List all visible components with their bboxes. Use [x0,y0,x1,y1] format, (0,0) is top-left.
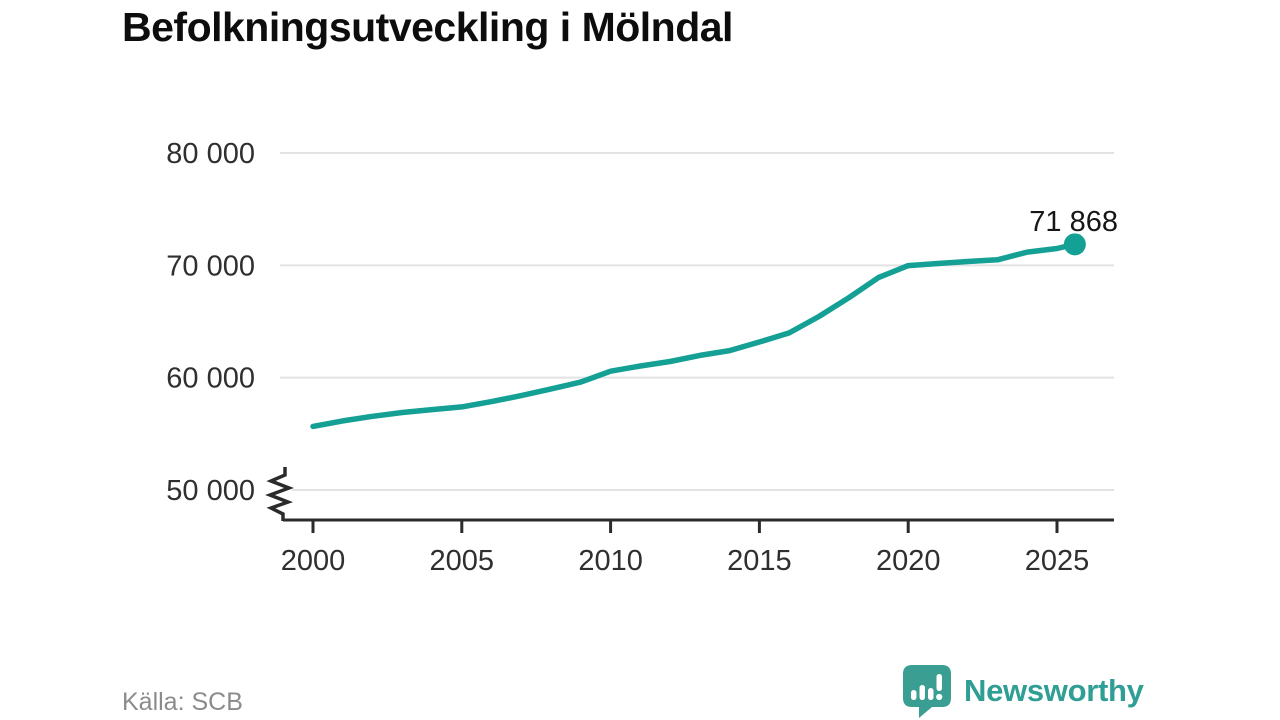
endpoint-label: 71 868 [1029,206,1118,238]
y-tick-label: 50 000 [166,475,255,507]
x-tick-label: 2005 [430,545,495,577]
x-tick-label: 2010 [578,545,643,577]
y-tick-label: 80 000 [166,138,255,170]
x-tick-label: 2000 [281,545,346,577]
endpoint-dot [1063,233,1086,256]
x-tick-label: 2015 [727,545,792,577]
x-tick-label: 2020 [876,545,941,577]
brand-logo: Newsworthy [901,663,1144,719]
brand-name: Newsworthy [964,673,1144,708]
y-tick-label: 60 000 [166,363,255,395]
source-note: Källa: SCB [122,688,243,716]
axis-break-icon [265,467,294,521]
x-tick-label: 2025 [1025,545,1090,577]
population-line [310,241,1078,430]
page-title: Befolkningsutveckling i Mölndal [122,4,733,50]
y-tick-label: 70 000 [166,250,255,282]
newsworthy-speech-bubble-chart-icon [903,665,951,718]
